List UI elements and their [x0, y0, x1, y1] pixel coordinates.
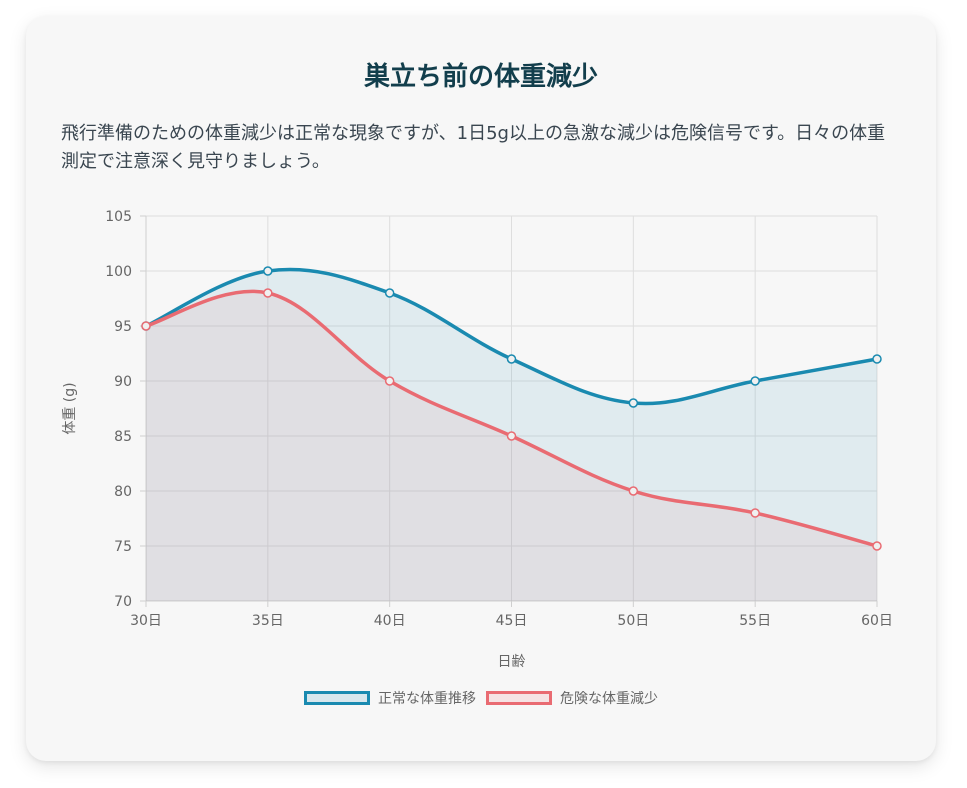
legend-label-danger: 危険な体重減少 [560, 691, 658, 707]
data-point-danger [750, 508, 760, 518]
x-tick-label: 35日 [252, 613, 284, 629]
data-point-normal [506, 354, 517, 364]
x-tick-label: 45日 [496, 613, 528, 629]
x-tick-label: 55日 [739, 613, 771, 629]
chart-legend: 正常な体重推移 危険な体重減少 [26, 688, 936, 708]
legend-swatch-danger [486, 691, 552, 705]
area-fill-danger [146, 291, 877, 601]
data-point-danger [872, 541, 882, 551]
data-point-danger [141, 321, 151, 331]
y-tick-label: 95 [114, 319, 132, 335]
y-tick-label: 85 [114, 429, 132, 445]
y-tick-label: 70 [114, 594, 132, 610]
chart-card: 巣立ち前の体重減少 飛行準備のための体重減少は正常な現象ですが、1日5g以上の急… [26, 16, 936, 761]
y-tick-label: 75 [114, 539, 132, 555]
data-point-normal [750, 376, 760, 386]
x-tick-label: 50日 [617, 613, 649, 629]
weight-line-chart: 70 75 80 85 90 95 100 105 30日 35日 40日 45日 50日 55日 60日日… [62, 209, 893, 670]
data-point-danger [384, 376, 395, 386]
x-tick-label: 60日 [861, 613, 893, 629]
data-point-normal [263, 266, 273, 276]
legend-item-normal[interactable]: 正常な体重推移 [304, 688, 476, 708]
y-tick-label: 90 [114, 374, 132, 390]
data-point-normal [384, 288, 395, 298]
legend-item-danger[interactable]: 危険な体重減少 [486, 688, 658, 708]
chart-description: 飛行準備のための体重減少は正常な現象ですが、1日5g以上の急激な減少は危険信号で… [61, 123, 886, 172]
x-axis-title: 日齢 [498, 654, 526, 670]
page-title: 巣立ち前の体重減少 [363, 62, 598, 92]
data-point-danger [628, 486, 639, 496]
data-point-danger [506, 431, 517, 441]
y-tick-label: 105 [105, 209, 132, 225]
x-tick-label: 30日 [130, 613, 162, 629]
data-point-normal [872, 354, 882, 364]
y-tick-label: 100 [105, 264, 132, 280]
data-point-normal [628, 398, 639, 408]
x-tick-label: 40日 [374, 613, 406, 629]
data-point-danger [263, 288, 273, 298]
legend-label-normal: 正常な体重推移 [378, 691, 476, 707]
y-axis-title: 体重 (g) [62, 382, 78, 434]
legend-swatch-normal [304, 691, 370, 705]
y-tick-label: 80 [114, 484, 132, 500]
